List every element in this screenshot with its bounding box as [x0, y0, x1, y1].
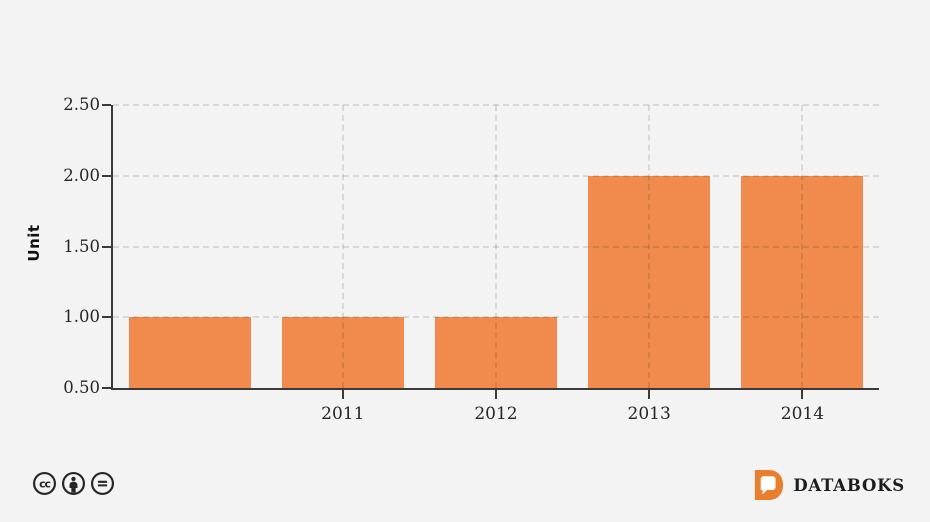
- y-tick-label: 0.50: [63, 378, 100, 397]
- h-gridline: [113, 316, 879, 319]
- bar: [128, 317, 251, 388]
- cc-icon[interactable]: cc: [32, 471, 57, 496]
- attribution-icon[interactable]: [61, 471, 86, 496]
- bar: [435, 317, 557, 388]
- brand-logo[interactable]: DATABOKS: [751, 468, 905, 502]
- y-tick-label: 1.50: [63, 236, 100, 256]
- y-tick: [102, 174, 111, 177]
- x-tick-label: 2014: [780, 404, 825, 424]
- y-tick-label: 2.00: [63, 165, 100, 185]
- h-gridline: [113, 245, 879, 248]
- plot-area: [102, 104, 879, 399]
- bar: [588, 175, 711, 388]
- x-tick-label: 2013: [627, 404, 671, 424]
- v-gridline: [801, 105, 804, 388]
- h-gridline: [113, 104, 879, 106]
- x-tick: [801, 390, 804, 399]
- bar: [741, 175, 864, 388]
- x-tick: [341, 390, 344, 399]
- y-tick: [102, 104, 111, 106]
- databoks-d-icon: [755, 469, 784, 501]
- v-gridline: [648, 105, 651, 388]
- no-derivatives-icon[interactable]: [90, 471, 115, 496]
- h-gridline: [113, 174, 879, 177]
- x-tick-label: 2011: [321, 404, 365, 424]
- license-badges: cc: [32, 471, 115, 496]
- bar: [281, 317, 404, 388]
- y-tick: [102, 245, 111, 248]
- y-tick: [102, 387, 111, 389]
- svg-text:cc: cc: [39, 477, 50, 490]
- x-tick: [495, 390, 497, 399]
- y-tick: [102, 316, 111, 319]
- brand-name: DATABOKS: [793, 475, 905, 495]
- v-gridline: [495, 105, 497, 388]
- x-tick: [648, 390, 651, 399]
- y-tick-label: 1.00: [63, 307, 100, 327]
- x-tick-label: 2012: [474, 404, 518, 424]
- v-gridline: [341, 105, 344, 388]
- y-tick-label: 2.50: [63, 95, 100, 114]
